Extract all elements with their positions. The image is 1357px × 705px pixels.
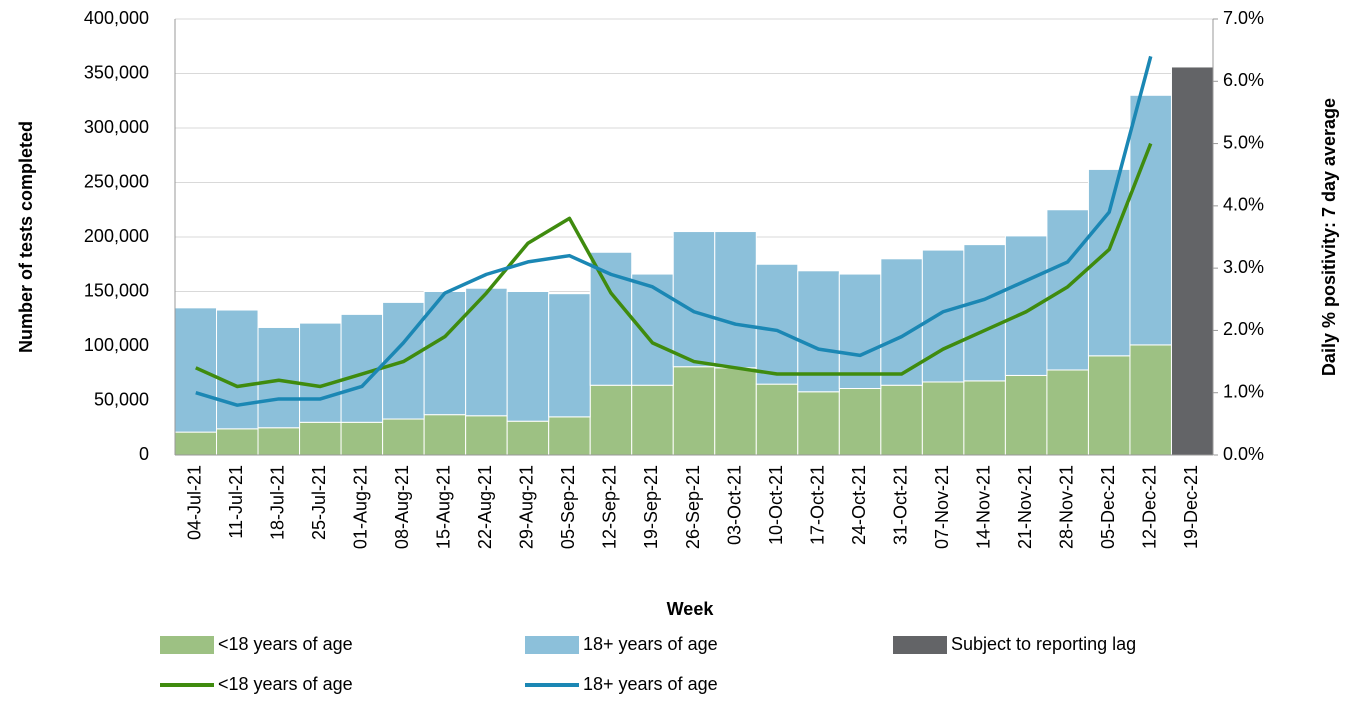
- y2-tick-label: 6.0%: [1223, 70, 1264, 90]
- bar: [465, 415, 508, 456]
- bar: [714, 231, 757, 369]
- y2-tick-label: 1.0%: [1223, 381, 1264, 401]
- bar: [1046, 209, 1089, 371]
- x-tick-label: 03-Oct-21: [724, 465, 744, 545]
- x-axis-title: Week: [667, 599, 715, 619]
- y-tick-label: 350,000: [84, 62, 149, 82]
- legend-label: 18+ years of age: [583, 634, 718, 654]
- y-tick-label: 100,000: [84, 335, 149, 355]
- x-tick-label: 04-Jul-21: [185, 465, 205, 540]
- bar: [506, 291, 550, 422]
- y2-tick-label: 7.0%: [1223, 8, 1264, 28]
- bar: [921, 381, 965, 456]
- x-tick-label: 19-Sep-21: [641, 465, 661, 549]
- x-tick-label: 31-Oct-21: [890, 465, 910, 545]
- legend-label: <18 years of age: [218, 634, 353, 654]
- y2-axis-title: Daily % positivity: 7 day average: [1319, 98, 1339, 376]
- x-tick-label: 05-Sep-21: [558, 465, 578, 549]
- x-tick-label: 24-Oct-21: [849, 465, 869, 545]
- bar: [216, 309, 259, 430]
- bar: [299, 421, 342, 456]
- x-tick-label: 05-Dec-21: [1098, 465, 1118, 549]
- bar: [1129, 344, 1172, 456]
- legend-label: <18 years of age: [218, 674, 353, 694]
- y-tick-label: 300,000: [84, 117, 149, 137]
- bar: [755, 383, 799, 456]
- line: [195, 55, 1153, 407]
- y-tick-label: 400,000: [84, 8, 149, 28]
- bar: [963, 244, 1006, 382]
- y2-tick-label: 5.0%: [1223, 132, 1264, 152]
- bar: [797, 391, 840, 456]
- bar: [216, 428, 259, 456]
- bar: [880, 384, 923, 456]
- y2-tick-label: 2.0%: [1223, 319, 1264, 339]
- bar: [838, 388, 882, 456]
- bar: [1004, 235, 1048, 376]
- x-tick-label: 07-Nov-21: [932, 465, 952, 549]
- y-tick-label: 200,000: [84, 226, 149, 246]
- bar: [963, 380, 1006, 456]
- legend-label: Subject to reporting lag: [951, 634, 1136, 654]
- y2-tick-label: 0.0%: [1223, 444, 1264, 464]
- line: [195, 142, 1153, 389]
- bar: [589, 384, 633, 456]
- bar: [1170, 66, 1214, 456]
- bar: [1004, 374, 1048, 456]
- bar: [382, 418, 425, 456]
- bar: [672, 366, 716, 456]
- bar: [299, 322, 342, 423]
- bar: [672, 231, 716, 368]
- bar: [174, 431, 218, 456]
- bar: [838, 273, 882, 390]
- x-tick-label: 14-Nov-21: [973, 465, 993, 549]
- bar: [589, 251, 633, 386]
- y-tick-label: 250,000: [84, 171, 149, 191]
- y2-tick-label: 3.0%: [1223, 257, 1264, 277]
- x-tick-label: 12-Dec-21: [1139, 465, 1159, 549]
- y2-tick-label: 4.0%: [1223, 195, 1264, 215]
- x-tick-label: 11-Jul-21: [226, 465, 246, 539]
- x-tick-label: 17-Oct-21: [807, 465, 827, 545]
- x-tick-label: 25-Jul-21: [309, 465, 329, 540]
- x-tick-label: 10-Oct-21: [766, 465, 786, 545]
- bar: [755, 263, 799, 385]
- legend-swatch: [893, 636, 947, 654]
- y-tick-label: 0: [139, 444, 149, 464]
- bar: [631, 384, 674, 456]
- bar: [1129, 94, 1172, 346]
- x-tick-label: 15-Aug-21: [434, 465, 454, 549]
- bar: [548, 416, 591, 456]
- bar: [921, 249, 965, 383]
- x-tick-label: 18-Jul-21: [268, 465, 288, 540]
- y-tick-label: 50,000: [94, 389, 149, 409]
- bar: [174, 307, 218, 433]
- legend-swatch: [525, 636, 579, 654]
- bar: [257, 326, 301, 429]
- y-tick-label: 150,000: [84, 280, 149, 300]
- x-tick-label: 01-Aug-21: [351, 465, 371, 549]
- x-tick-label: 22-Aug-21: [475, 465, 495, 549]
- y-axis-title: Number of tests completed: [16, 121, 36, 353]
- bar: [506, 420, 550, 456]
- bar: [548, 293, 591, 418]
- bar: [1046, 369, 1089, 456]
- x-tick-label: 26-Sep-21: [683, 465, 703, 549]
- bar: [423, 414, 467, 456]
- bar: [340, 421, 384, 456]
- x-tick-label: 19-Dec-21: [1181, 465, 1201, 549]
- x-tick-label: 08-Aug-21: [392, 465, 412, 549]
- legend-label: 18+ years of age: [583, 674, 718, 694]
- bar: [1087, 355, 1131, 456]
- x-tick-label: 12-Sep-21: [600, 465, 620, 549]
- bar: [257, 427, 301, 456]
- bar: [714, 367, 757, 456]
- bar: [631, 273, 674, 386]
- legend-swatch: [160, 636, 214, 654]
- x-tick-label: 29-Aug-21: [517, 465, 537, 549]
- x-tick-label: 21-Nov-21: [1015, 465, 1035, 549]
- x-tick-label: 28-Nov-21: [1056, 465, 1076, 549]
